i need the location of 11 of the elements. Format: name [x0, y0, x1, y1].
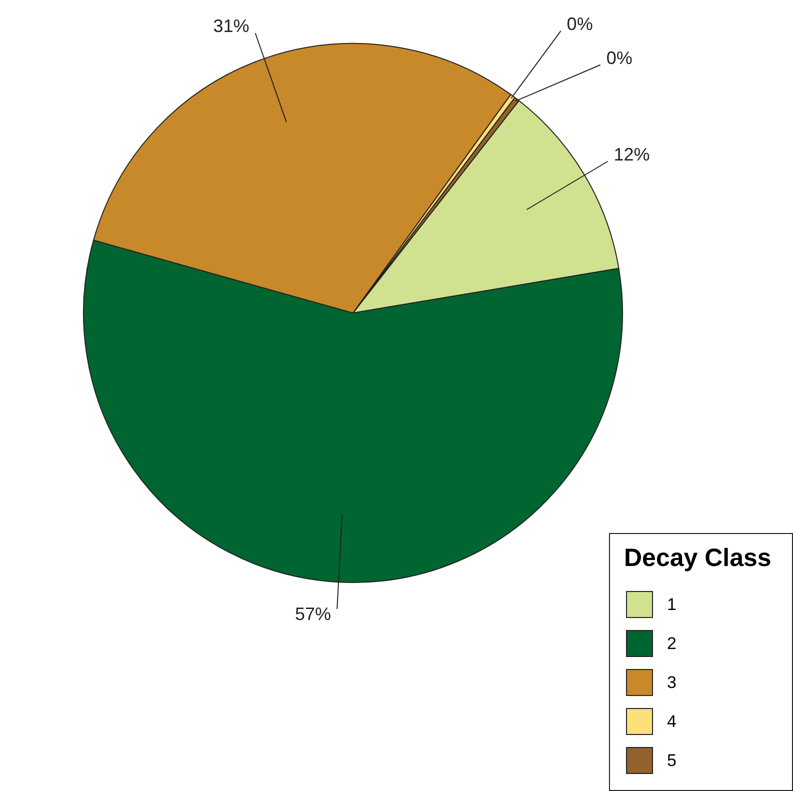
- legend-label: 1: [667, 594, 676, 614]
- legend-label: 5: [667, 750, 676, 770]
- data-label: 0%: [606, 48, 632, 68]
- data-label: 12%: [614, 144, 650, 164]
- data-label: 0%: [566, 14, 593, 34]
- data-label: 57%: [295, 604, 332, 624]
- data-label: 31%: [213, 16, 250, 36]
- legend-label: 4: [667, 712, 676, 732]
- legend-label: 3: [667, 672, 676, 692]
- legend-title: Decay Class: [624, 544, 772, 573]
- legend-label: 2: [667, 634, 676, 654]
